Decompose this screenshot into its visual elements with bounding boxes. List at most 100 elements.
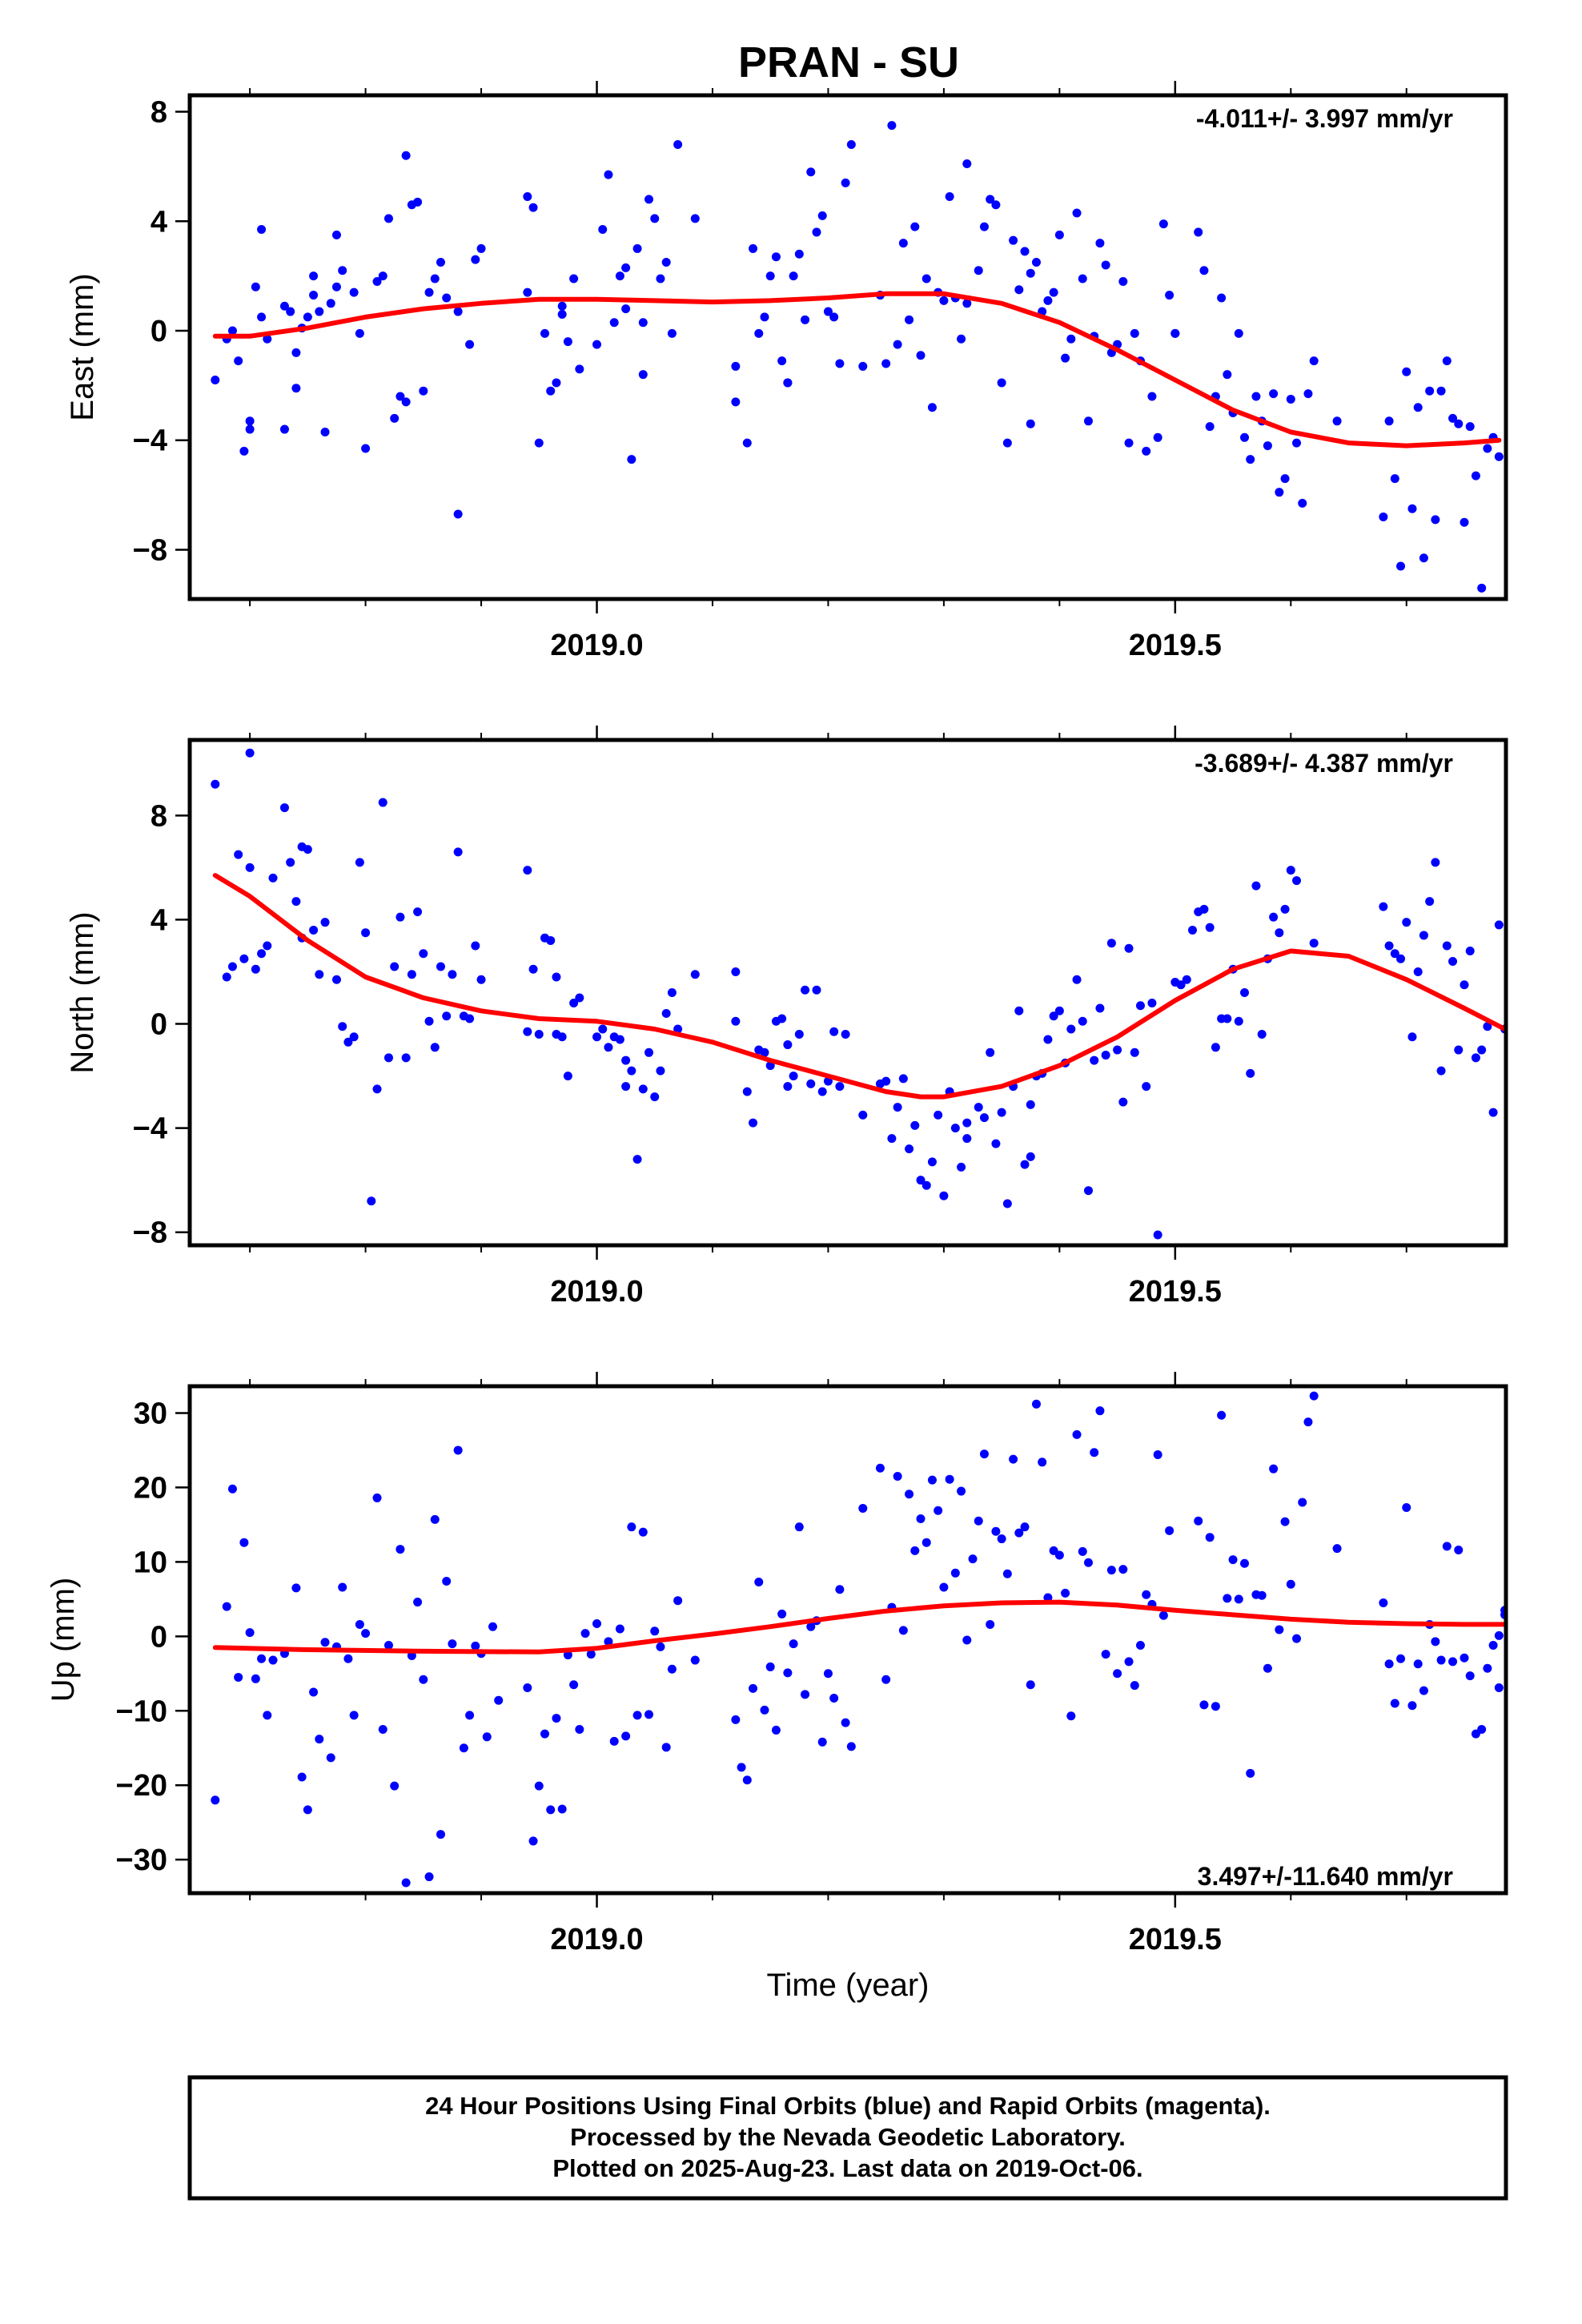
footer-line-2: Processed by the Nevada Geodetic Laborat… [570,2123,1126,2151]
north-data-point [661,1009,671,1019]
east-data-point [309,271,319,281]
north-data-point [1251,881,1261,891]
up-data-point [1396,1654,1406,1663]
east-y-tick-label: 8 [151,96,167,130]
east-data-point [921,274,931,283]
footer-line-1: 24 Hour Positions Using Final Orbits (bl… [425,2092,1271,2120]
east-data-point [1078,274,1087,283]
east-data-point [1460,517,1469,527]
north-data-point [777,1014,787,1023]
east-data-point [1217,293,1227,303]
up-data-point [765,1662,775,1671]
east-data-point [1251,392,1261,401]
north-data-point [801,985,810,995]
east-data-point [673,140,683,150]
up-data-point [1142,1590,1151,1599]
east-data-point [742,438,752,448]
north-data-point [760,1047,769,1057]
east-data-point [1031,258,1041,267]
up-data-point [1442,1542,1452,1551]
east-data-point [1379,512,1388,521]
up-data-point [575,1725,584,1735]
north-data-point [476,975,486,984]
up-data-point [893,1471,902,1481]
east-data-point [598,225,608,235]
east-data-point [436,258,445,267]
east-data-point [823,307,833,316]
north-data-point [222,972,231,982]
east-data-point [1130,328,1139,338]
north-data-point [331,975,341,984]
up-data-point [245,1628,255,1638]
north-data-point [1494,920,1504,930]
north-data-point [1090,1055,1099,1065]
east-data-point [552,378,561,388]
north-data-point [1223,1014,1232,1023]
east-data-point [291,384,301,393]
north-data-point [881,1076,891,1086]
east-data-point [227,326,237,336]
up-data-point [291,1583,301,1593]
east-data-point [945,191,954,201]
east-data-point [1303,389,1313,399]
up-data-point [580,1629,590,1638]
east-data-point [419,386,428,396]
up-data-point [927,1475,937,1485]
north-data-point [939,1191,949,1200]
east-data-point [523,287,532,297]
up-data-point [1031,1399,1041,1409]
east-data-point [1436,386,1446,396]
north-data-point [835,1082,845,1092]
north-data-point [413,907,423,917]
north-data-point [1124,943,1134,953]
east-data-point [1442,356,1452,366]
north-data-point [1014,1006,1024,1015]
north-data-point [1390,949,1399,959]
east-data-point [1002,438,1012,448]
up-data-point [1083,1558,1093,1567]
east-data-point [916,351,926,360]
east-data-point [546,386,556,396]
up-data-point [1240,1558,1250,1568]
up-data-point [962,1635,972,1645]
up-data-point [303,1805,312,1815]
north-data-point [523,866,532,875]
north-data-point [627,1066,636,1076]
north-data-point [390,962,400,971]
up-data-point [1135,1640,1145,1650]
chart-title: PRAN - SU [738,38,959,86]
north-data-point [1407,1032,1417,1042]
up-data-point [957,1486,966,1496]
up-data-point [1124,1657,1134,1667]
north-data-point [1113,1045,1122,1055]
up-data-point [268,1655,278,1665]
east-data-point [1066,334,1076,344]
east-data-point [263,334,272,344]
up-data-point [1280,1517,1290,1526]
up-data-point [673,1596,683,1606]
north-data-point [1246,1068,1255,1078]
east-data-point [905,315,914,324]
east-data-point [627,455,636,464]
east-data-point [1158,219,1168,229]
east-data-point [1147,392,1157,401]
footer-box: 24 Hour Positions Using Final Orbits (bl… [187,2075,1508,2201]
north-data-point [742,1087,752,1096]
east-data-point [523,191,532,201]
north-data-point [268,873,278,883]
east-data-point [251,282,260,292]
east-data-point [534,438,544,448]
north-y-tick-label: −4 [133,1112,167,1146]
up-data-point [731,1715,741,1724]
north-data-point [1083,1186,1093,1196]
up-data-point [1298,1498,1307,1507]
up-data-point [448,1639,457,1649]
up-data-point [742,1775,752,1785]
east-data-point [1072,208,1082,218]
north-data-point [1275,928,1284,938]
east-data-point [331,230,341,239]
east-data-point [991,200,1001,210]
up-data-point [222,1602,231,1611]
up-data-point [263,1711,272,1720]
north-data-point [448,970,457,979]
